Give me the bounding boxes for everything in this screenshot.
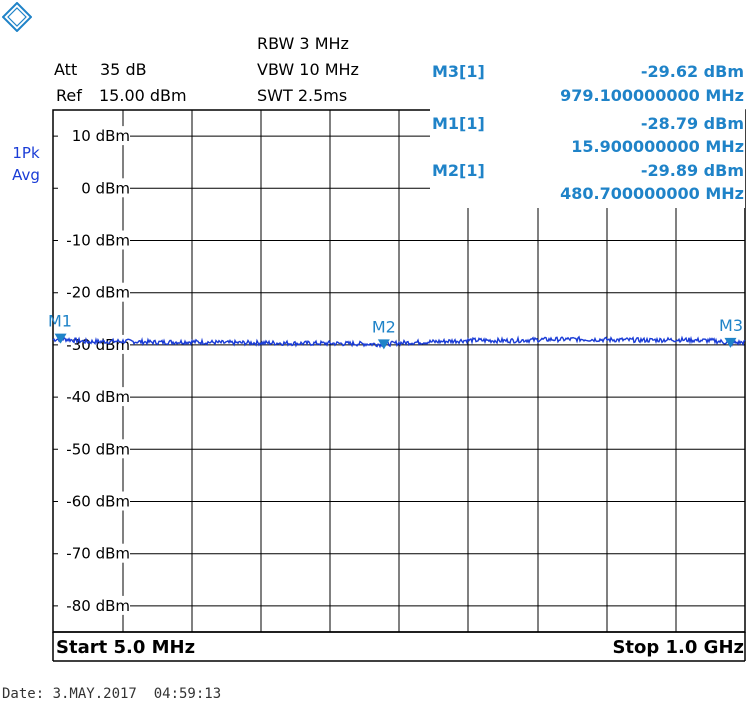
y-tick-label: -40 dBm xyxy=(66,388,130,406)
grid-lines xyxy=(52,109,746,662)
marker-triangle-m3 xyxy=(724,337,737,348)
y-tick-label-bg xyxy=(58,387,130,407)
stop-frequency: Stop 1.0 GHz xyxy=(612,637,744,658)
swt-setting: SWT 2.5ms xyxy=(257,86,348,105)
marker-label-m3: M3 xyxy=(719,316,743,335)
marker-1-level: -28.79 dBm xyxy=(640,114,744,133)
marker-table-bg-top xyxy=(400,56,745,108)
marker-3-freq: 979.100000000 MHz xyxy=(560,86,744,105)
y-tick-label: 0 dBm xyxy=(81,179,130,197)
ref-label: Ref xyxy=(56,86,82,105)
start-frequency: Start 5.0 MHz xyxy=(56,637,196,658)
y-tick-label-bg xyxy=(58,543,130,563)
marker-3-level: -29.62 dBm xyxy=(640,62,744,81)
rohde-schwarz-logo-icon xyxy=(2,2,32,32)
ref-value: 15.00 dBm xyxy=(99,86,187,105)
marker-1-freq: 15.900000000 MHz xyxy=(571,137,744,156)
rbw-setting: RBW 3 MHz xyxy=(257,34,349,53)
y-tick-label: -10 dBm xyxy=(66,232,130,250)
y-tick-label: -50 dBm xyxy=(66,440,130,458)
marker-2-label: M2[1] xyxy=(432,161,485,180)
marker-3-label: M3[1] xyxy=(432,62,485,81)
trace-mode-label: Avg xyxy=(12,166,40,184)
marker-label-m1: M1 xyxy=(48,312,72,331)
y-tick-label: 10 dBm xyxy=(72,127,130,145)
trace-detector-label: 1Pk xyxy=(12,144,40,162)
marker-triangle-m2 xyxy=(377,339,390,350)
spectrum-trace xyxy=(52,335,746,349)
marker-1-label: M1[1] xyxy=(432,114,485,133)
date-stamp: Date: 3.MAY.2017 04:59:13 xyxy=(2,686,222,702)
marker-table-bg xyxy=(430,108,745,208)
vbw-setting: VBW 10 MHz xyxy=(257,60,359,79)
marker-2-level: -29.89 dBm xyxy=(640,161,744,180)
y-tick-label-bg xyxy=(58,491,130,511)
att-label: Att xyxy=(54,60,78,79)
marker-2-freq: 480.700000000 MHz xyxy=(560,184,744,203)
marker-points: M1 M2 M3 xyxy=(48,312,743,350)
marker-triangle-m1 xyxy=(54,333,67,344)
y-tick-label-bg xyxy=(58,439,130,459)
marker-label-m2: M2 xyxy=(372,317,396,336)
y-tick-label: -60 dBm xyxy=(66,493,130,511)
y-tick-label: -20 dBm xyxy=(66,284,130,302)
y-tick-label-bg xyxy=(58,178,130,198)
att-value: 35 dB xyxy=(100,60,147,79)
y-tick-label-bg xyxy=(58,282,130,302)
y-tick-label-bg xyxy=(58,126,130,146)
y-tick-label-bg xyxy=(58,230,130,250)
y-tick-label: -80 dBm xyxy=(66,597,130,615)
y-tick-label-bg xyxy=(58,595,130,615)
y-tick-label: -70 dBm xyxy=(66,545,130,563)
